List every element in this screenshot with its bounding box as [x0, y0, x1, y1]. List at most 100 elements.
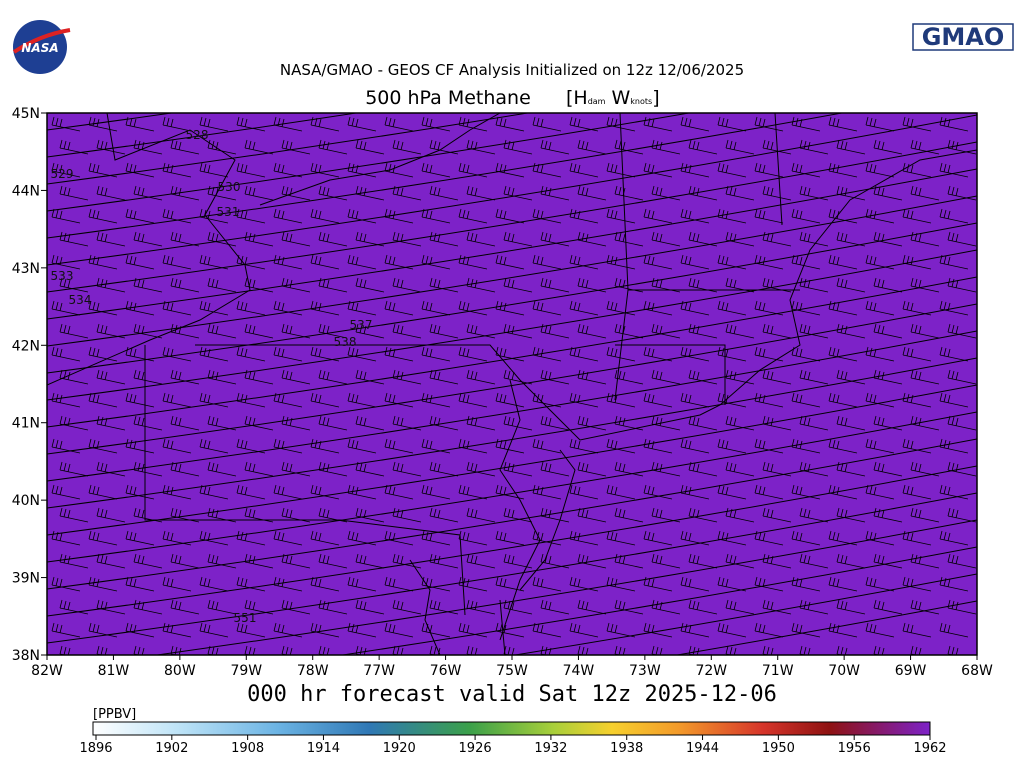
- barb: [985, 324, 1013, 338]
- barb: [458, 484, 488, 500]
- barb: [725, 139, 755, 155]
- barb: [976, 445, 977, 448]
- barb: [199, 392, 229, 408]
- barb: [540, 231, 570, 247]
- barb: [865, 392, 895, 408]
- barb: [384, 530, 414, 546]
- barb: [495, 208, 525, 224]
- barb: [947, 323, 977, 339]
- barb: [725, 185, 755, 201]
- barb: [51, 208, 81, 224]
- barb: [791, 162, 821, 178]
- barb: [569, 162, 599, 178]
- barb: [421, 622, 451, 638]
- barb: [429, 599, 459, 615]
- barb: [828, 530, 858, 546]
- barb: [503, 323, 533, 339]
- barb: [643, 438, 673, 454]
- barb: [318, 139, 348, 155]
- barb: [347, 346, 377, 362]
- barb: [162, 622, 192, 638]
- barb: [873, 323, 903, 339]
- barb: [281, 645, 293, 655]
- barb: [577, 369, 607, 385]
- barb: [791, 300, 821, 316]
- barb: [310, 346, 340, 362]
- barb: [96, 323, 126, 339]
- barb: [347, 576, 377, 592]
- barb: [59, 599, 89, 615]
- barb: [429, 323, 459, 339]
- barb: [392, 231, 422, 247]
- barb: [384, 576, 414, 592]
- contour-line: [47, 141, 977, 293]
- barb: [688, 231, 718, 247]
- barb: [88, 622, 118, 638]
- barb: [466, 185, 496, 201]
- barb: [873, 461, 903, 477]
- barb: [643, 622, 673, 638]
- barb: [392, 645, 404, 655]
- barb: [96, 139, 126, 155]
- lon-label: 70W: [828, 663, 860, 679]
- barb: [828, 392, 858, 408]
- barb: [828, 254, 858, 270]
- barb: [318, 553, 348, 569]
- colorbar-tick-label: 1896: [79, 741, 112, 756]
- barb: [939, 208, 969, 224]
- barb: [725, 277, 755, 293]
- barb: [310, 484, 340, 500]
- barb: [754, 162, 784, 178]
- barb: [910, 185, 940, 201]
- barb: [873, 231, 903, 247]
- barb: [236, 392, 266, 408]
- barb: [466, 645, 478, 655]
- colorbar-tick-label: 1920: [383, 741, 416, 756]
- barb: [577, 231, 607, 247]
- barb: [754, 392, 784, 408]
- barb: [606, 162, 636, 178]
- barb: [836, 645, 848, 655]
- barb: [614, 369, 644, 385]
- barb: [199, 162, 229, 178]
- barb: [236, 208, 266, 224]
- barb: [985, 508, 1013, 522]
- barb: [466, 599, 496, 615]
- barb: [51, 162, 81, 178]
- barb: [717, 438, 747, 454]
- barb: [273, 484, 303, 500]
- barb: [318, 645, 330, 655]
- barb: [347, 530, 377, 546]
- barb: [207, 277, 237, 293]
- barb: [59, 461, 89, 477]
- barb: [59, 553, 89, 569]
- barb: [643, 300, 673, 316]
- barb: [725, 507, 755, 523]
- barb: [236, 116, 266, 132]
- barb: [88, 484, 118, 500]
- barb: [466, 231, 496, 247]
- contour-line: [47, 0, 977, 22]
- barb: [503, 139, 533, 155]
- barb: [569, 392, 599, 408]
- barb: [985, 416, 1013, 430]
- barb: [651, 507, 681, 523]
- barb: [540, 507, 570, 523]
- barb: [947, 507, 977, 523]
- barb: [947, 139, 977, 155]
- barb: [244, 415, 274, 431]
- barb: [976, 491, 977, 494]
- barb: [503, 599, 533, 615]
- barb: [355, 323, 385, 339]
- barb: [244, 461, 274, 477]
- barb: [688, 185, 718, 201]
- barb: [51, 484, 81, 500]
- barb: [717, 346, 747, 362]
- barb: [985, 370, 1013, 384]
- barb: [836, 277, 866, 293]
- barb: [762, 461, 792, 477]
- barb: [51, 438, 81, 454]
- barb: [133, 553, 163, 569]
- barb: [133, 415, 163, 431]
- barb: [162, 208, 192, 224]
